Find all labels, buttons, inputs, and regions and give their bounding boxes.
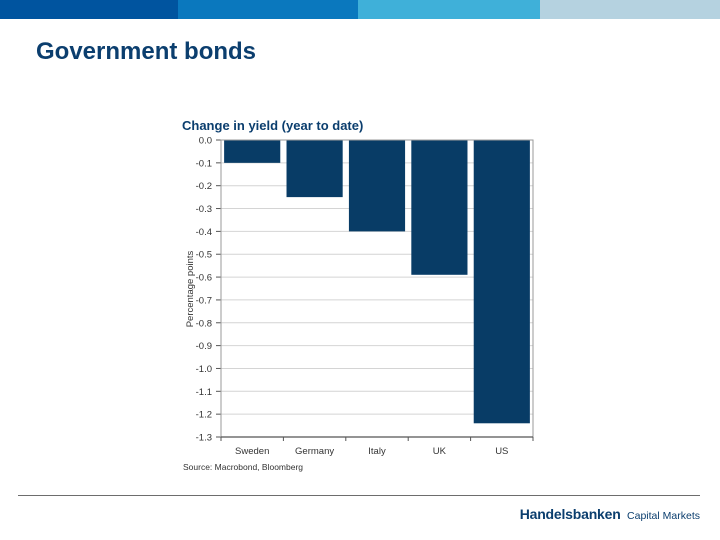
x-tick-labels: Sweden Germany Italy UK US — [235, 446, 508, 457]
x-tick-label: Sweden — [235, 446, 269, 457]
y-tick-label: -0.3 — [196, 204, 212, 215]
y-tick-label: -0.7 — [196, 295, 212, 306]
header-bar-segment — [540, 0, 720, 19]
y-tick-label: -1.3 — [196, 433, 212, 444]
header-bar-segment — [178, 0, 358, 19]
y-tick-label: -0.6 — [196, 273, 212, 284]
header-bar-segment — [0, 0, 178, 19]
brand-subtitle: Capital Markets — [627, 510, 700, 522]
bar-uk — [411, 140, 468, 275]
chart-source: Source: Macrobond, Bloomberg — [183, 462, 303, 472]
footer-divider — [18, 495, 700, 496]
y-tick-label: -0.8 — [196, 318, 212, 329]
chart-title: Change in yield (year to date) — [182, 118, 363, 133]
y-tick-labels: 0.0 -0.1 -0.2 -0.3 -0.4 -0.5 -0.6 -0.7 -0.8 -0.9 -… — [196, 136, 212, 444]
y-tick-label: -1.2 — [196, 410, 212, 421]
x-tick-label: Italy — [368, 446, 386, 457]
y-tick-label: -0.5 — [196, 250, 212, 261]
y-tick-label: -0.2 — [196, 181, 212, 192]
y-tick-label: -0.9 — [196, 341, 212, 352]
brand-logo: Handelsbanken Capital Markets — [520, 506, 700, 524]
header-color-bar — [0, 0, 720, 19]
slide-title: Government bonds — [36, 38, 257, 65]
bar-germany — [286, 140, 343, 198]
bar-us — [473, 140, 530, 424]
header-bar-segment — [358, 0, 540, 19]
x-tick-label: UK — [433, 446, 447, 457]
bar-sweden — [224, 140, 281, 163]
brand-name: Handelsbanken — [519, 506, 621, 522]
x-tick-label: US — [495, 446, 508, 457]
axes — [216, 139, 534, 441]
y-tick-label: -1.1 — [196, 387, 212, 398]
y-tick-label: -0.1 — [196, 158, 212, 169]
bars — [224, 140, 530, 424]
bar-italy — [348, 140, 406, 232]
y-tick-label: 0.0 — [199, 136, 212, 147]
y-tick-label: -1.0 — [196, 364, 212, 375]
x-tick-label: Germany — [295, 446, 334, 457]
y-axis-label: Percentage points — [185, 250, 196, 327]
y-tick-label: -0.4 — [196, 227, 212, 238]
